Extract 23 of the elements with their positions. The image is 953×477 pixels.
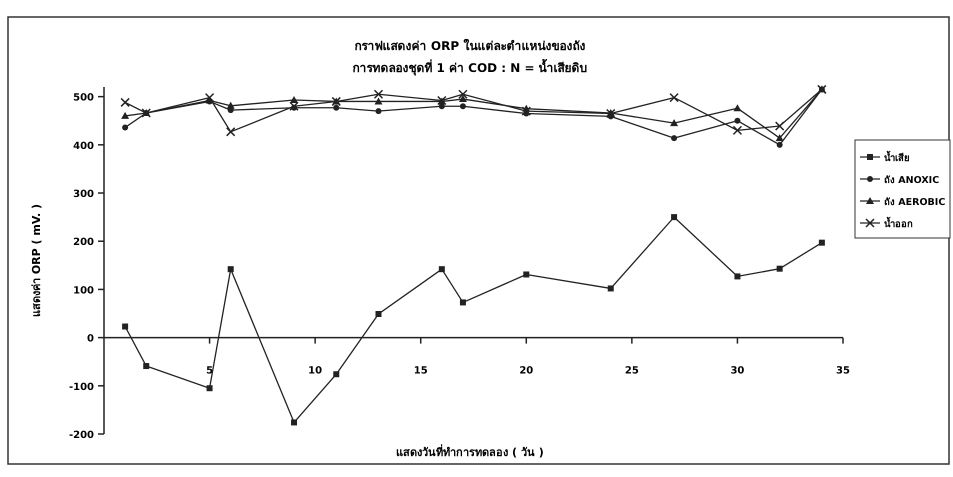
y-tick-label: -100 — [68, 382, 94, 393]
y-tick-label: -200 — [68, 430, 94, 441]
y-axis-title: แสดงค่า ORP ( mV. ) — [30, 204, 43, 317]
x-tick-label: 15 — [414, 366, 428, 377]
x-tick-label: 35 — [836, 366, 850, 377]
legend-label: ถัง AEROBIC — [884, 197, 946, 208]
legend-label: ถัง ANOXIC — [884, 175, 940, 186]
y-tick-label: 400 — [73, 140, 94, 152]
y-tick-label: 200 — [73, 237, 94, 248]
legend-label: น้ำออก — [884, 216, 913, 230]
y-tick-label: 0 — [87, 334, 94, 345]
chart-title: กราฟแสดงค่า ORP ในแต่ละตำแหน่งของถัง — [354, 38, 586, 53]
legend-label: น้ำเสีย — [884, 150, 910, 164]
x-tick-label: 10 — [308, 366, 322, 377]
x-tick-label: 30 — [730, 366, 744, 377]
y-tick-label: 100 — [73, 285, 94, 296]
y-tick-label: 300 — [73, 189, 94, 200]
x-axis-title: แสดงวันที่ทำการทดลอง ( วัน ) — [396, 444, 544, 459]
x-tick-label: 5 — [206, 366, 214, 377]
y-tick-label: 500 — [73, 92, 94, 104]
x-tick-label: 20 — [519, 366, 534, 377]
chart-subtitle: การทดลองชุดที่ 1 ค่า COD : N = น้ำเสียดิบ — [352, 58, 588, 76]
x-tick-label: 25 — [624, 366, 639, 377]
